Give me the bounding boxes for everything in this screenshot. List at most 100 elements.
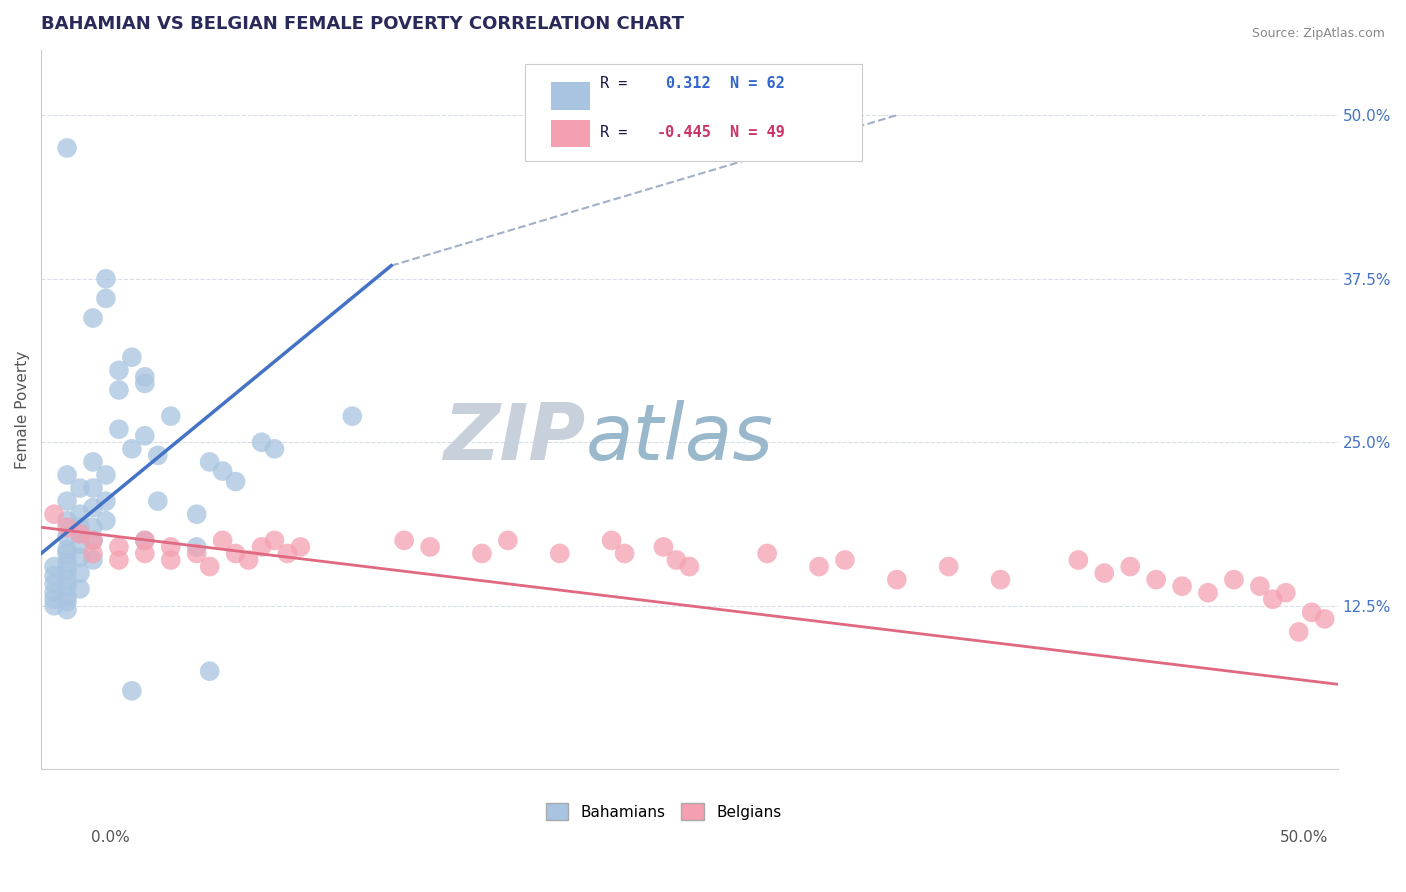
Point [94, 494, 117, 508]
Point [665, 553, 688, 567]
Point [1197, 585, 1219, 599]
Point [496, 533, 519, 548]
Point [471, 546, 494, 560]
Point [56, 141, 79, 155]
Point [121, 683, 143, 698]
Point [82, 311, 104, 326]
Point [419, 540, 441, 554]
Point [159, 540, 181, 554]
Point [108, 540, 131, 554]
Point [1144, 573, 1167, 587]
Point [146, 494, 169, 508]
Point [94, 292, 117, 306]
Point [392, 533, 415, 548]
Point [56, 529, 79, 543]
Point [82, 481, 104, 495]
Point [121, 442, 143, 456]
Point [290, 540, 312, 554]
Point [56, 590, 79, 604]
Point [82, 455, 104, 469]
Text: atlas: atlas [586, 401, 773, 476]
Point [1313, 612, 1336, 626]
Point [263, 533, 285, 548]
Text: N = 49: N = 49 [730, 125, 785, 140]
Point [42, 568, 65, 582]
Point [1249, 579, 1271, 593]
Point [56, 564, 79, 578]
Text: ZIP: ZIP [443, 401, 586, 476]
Point [69, 537, 91, 551]
Point [652, 540, 675, 554]
Point [42, 507, 65, 521]
Point [1261, 592, 1284, 607]
Point [808, 559, 831, 574]
Text: -0.445: -0.445 [657, 125, 711, 140]
Point [56, 514, 79, 528]
Point [211, 464, 233, 478]
Point [82, 533, 104, 548]
Text: R =: R = [600, 125, 637, 140]
Point [82, 546, 104, 560]
Text: 0.312: 0.312 [665, 76, 710, 91]
Point [159, 409, 181, 423]
Text: R =: R = [600, 76, 637, 91]
Point [134, 428, 156, 442]
Point [186, 546, 208, 560]
Point [82, 500, 104, 515]
Text: 0.0%: 0.0% [91, 830, 131, 845]
Point [69, 550, 91, 565]
Text: N = 62: N = 62 [730, 76, 785, 91]
Point [600, 533, 623, 548]
Point [94, 467, 117, 482]
Point [82, 533, 104, 548]
Text: 50.0%: 50.0% [1281, 830, 1329, 845]
Point [69, 526, 91, 541]
Point [186, 540, 208, 554]
Point [56, 573, 79, 587]
Point [1223, 573, 1246, 587]
Point [69, 520, 91, 534]
Point [613, 546, 636, 560]
Point [146, 448, 169, 462]
Point [82, 553, 104, 567]
Point [42, 559, 65, 574]
Bar [551, 82, 589, 110]
Point [990, 573, 1012, 587]
Text: Source: ZipAtlas.com: Source: ZipAtlas.com [1251, 27, 1385, 40]
Point [108, 383, 131, 397]
Point [198, 455, 221, 469]
Point [56, 542, 79, 557]
Point [263, 442, 285, 456]
Point [238, 553, 260, 567]
Point [250, 540, 273, 554]
Point [1288, 624, 1310, 639]
Point [134, 546, 156, 560]
Point [121, 350, 143, 364]
Point [678, 559, 700, 574]
Point [250, 435, 273, 450]
Point [1119, 559, 1142, 574]
Y-axis label: Female Poverty: Female Poverty [15, 351, 30, 468]
Point [342, 409, 364, 423]
Bar [551, 120, 589, 147]
Point [56, 595, 79, 609]
Point [134, 533, 156, 548]
Point [56, 556, 79, 570]
Point [108, 422, 131, 436]
Point [69, 481, 91, 495]
Point [56, 579, 79, 593]
Point [159, 553, 181, 567]
Point [1171, 579, 1194, 593]
Point [108, 553, 131, 567]
Point [198, 559, 221, 574]
Point [1067, 553, 1090, 567]
Point [108, 363, 131, 377]
Point [1092, 566, 1115, 580]
Point [56, 603, 79, 617]
FancyBboxPatch shape [524, 64, 862, 161]
Point [1274, 585, 1296, 599]
Point [225, 546, 247, 560]
Point [186, 507, 208, 521]
Point [56, 520, 79, 534]
Point [225, 475, 247, 489]
